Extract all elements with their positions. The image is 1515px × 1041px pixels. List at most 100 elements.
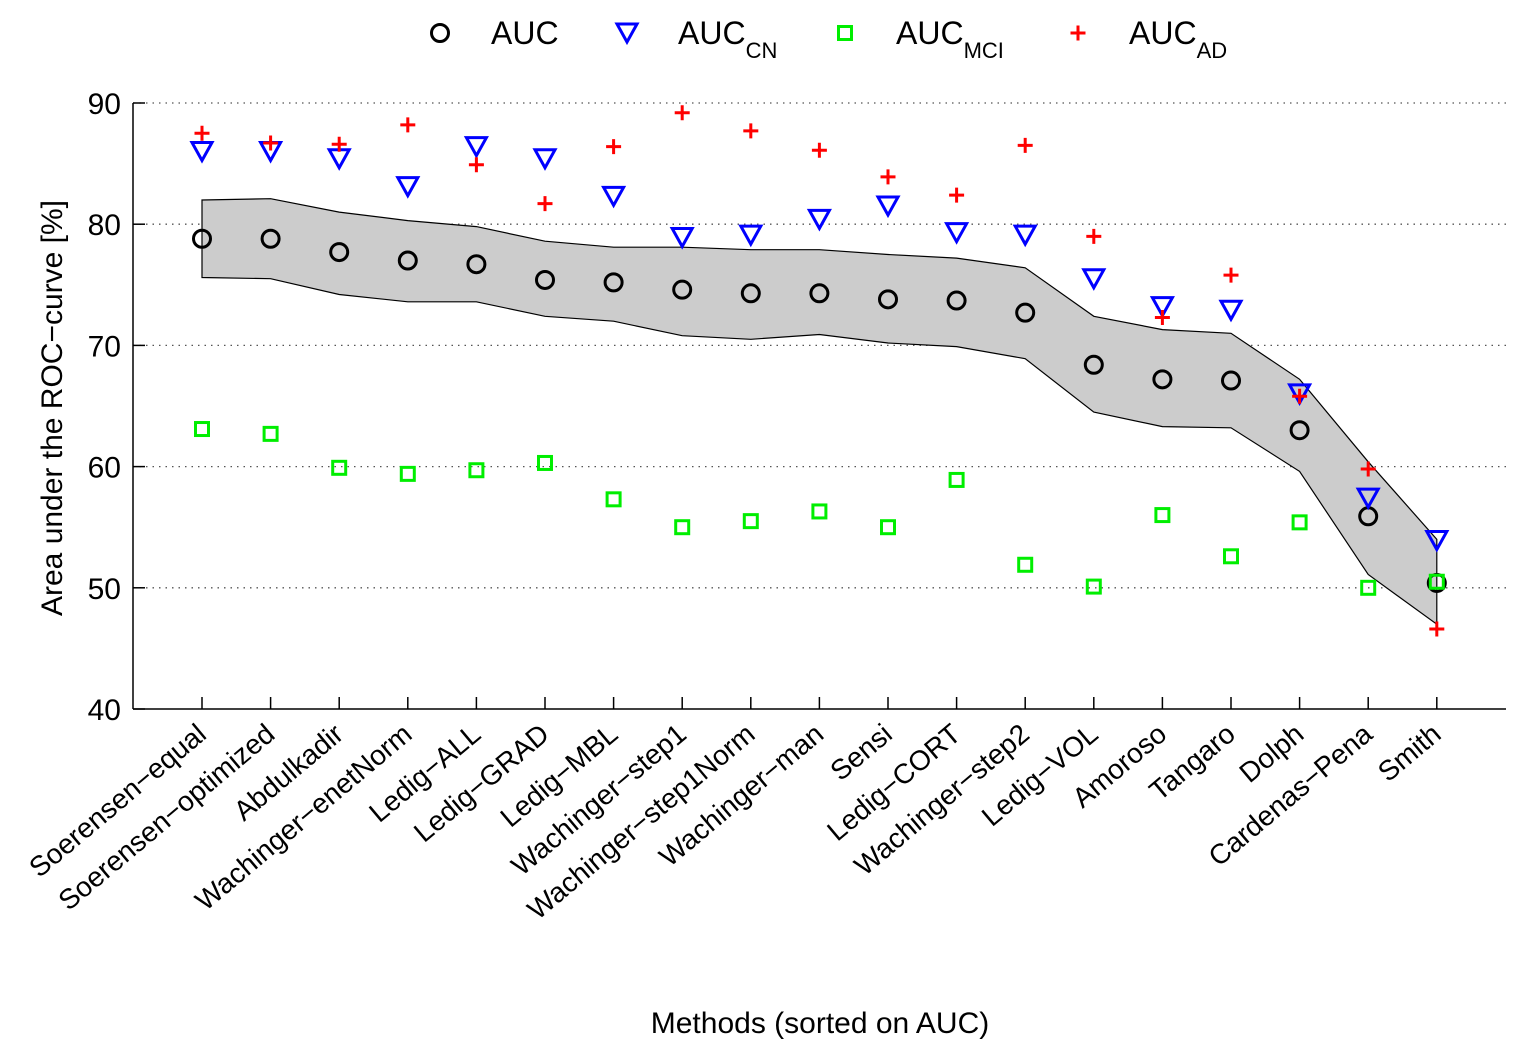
data-point <box>400 117 416 133</box>
data-point <box>1355 487 1381 511</box>
data-point <box>1289 420 1310 441</box>
x-axis-title: Methods (sorted on AUC) <box>651 1007 989 1040</box>
data-point <box>603 272 624 293</box>
data-point <box>949 187 965 203</box>
data-point <box>463 136 489 159</box>
data-point <box>809 283 830 304</box>
data-point <box>192 228 212 249</box>
data-point <box>1218 299 1244 323</box>
data-point <box>1017 137 1033 153</box>
x-tick-label: Smith <box>1372 718 1447 788</box>
data-point <box>601 185 627 209</box>
legend-marker <box>837 25 853 41</box>
data-point <box>672 279 693 300</box>
data-point <box>532 148 558 171</box>
data-point <box>326 148 352 171</box>
data-point <box>1360 461 1376 477</box>
legend-label: AUCMCI <box>896 15 1004 63</box>
data-point <box>1291 514 1308 531</box>
data-point <box>331 136 347 152</box>
data-point <box>1017 556 1034 573</box>
data-point <box>944 222 970 245</box>
data-point <box>1085 578 1102 595</box>
data-point <box>605 491 622 508</box>
data-point <box>1429 621 1445 637</box>
legend-marker <box>614 22 640 46</box>
y-tick-label: 70 <box>88 330 121 363</box>
data-point <box>946 290 967 311</box>
data-point <box>329 242 350 263</box>
data-point <box>674 519 691 536</box>
y-axis-title: Area under the ROC−curve [%] <box>36 200 69 616</box>
legend-item: AUCCN <box>614 15 777 63</box>
data-point <box>742 513 759 530</box>
legend-marker <box>1070 25 1086 41</box>
data-point <box>811 142 827 158</box>
data-point <box>1086 228 1102 244</box>
legend-marker <box>430 23 450 43</box>
series-auc-mci <box>194 421 1445 596</box>
confidence-band <box>201 198 1438 626</box>
y-tick-label: 60 <box>88 452 121 485</box>
series-auc <box>192 228 1447 593</box>
data-point <box>1223 267 1239 283</box>
data-point <box>397 250 418 271</box>
data-point <box>395 176 421 199</box>
data-point <box>537 454 553 471</box>
legend-item: AUCMCI <box>837 15 1004 63</box>
data-point <box>263 135 279 151</box>
series-auc-ad <box>194 105 1445 637</box>
data-point <box>399 465 416 482</box>
data-point <box>1287 383 1313 406</box>
data-point <box>738 224 764 248</box>
confidence-band-area <box>201 198 1438 626</box>
data-point <box>1012 224 1038 248</box>
data-point <box>262 425 279 442</box>
data-point <box>535 269 555 290</box>
y-tick-label: 50 <box>88 573 121 606</box>
data-point <box>468 157 484 173</box>
legend-label: AUCAD <box>1129 15 1227 63</box>
series-auc-cn <box>189 136 1450 553</box>
data-point <box>806 208 832 232</box>
data-point <box>1152 369 1173 390</box>
legend-label: AUC <box>491 15 559 51</box>
y-tick-label: 40 <box>88 694 121 727</box>
data-point <box>669 227 695 250</box>
data-point <box>743 123 759 139</box>
data-point <box>1360 579 1377 596</box>
data-point <box>948 471 965 488</box>
data-markers <box>189 105 1450 637</box>
data-point <box>466 254 487 275</box>
data-point <box>1154 310 1170 326</box>
data-point <box>1292 388 1308 404</box>
data-point <box>194 421 210 438</box>
data-point <box>878 289 898 310</box>
data-point <box>468 462 485 479</box>
data-point <box>537 196 553 212</box>
y-tick-label: 90 <box>88 88 121 121</box>
data-point <box>194 125 210 141</box>
data-point <box>740 283 761 304</box>
legend-item: AUC <box>430 15 559 51</box>
data-point <box>1081 268 1107 291</box>
data-point <box>606 139 622 155</box>
data-point <box>1223 548 1239 565</box>
data-point <box>331 459 348 476</box>
data-point <box>1221 370 1241 391</box>
legend: AUC AUCCN AUCMCI AUCAD <box>430 15 1227 63</box>
data-point <box>1154 507 1171 524</box>
data-point <box>1428 573 1445 590</box>
data-point <box>1149 296 1175 319</box>
data-point <box>811 503 828 520</box>
data-point <box>1424 530 1450 553</box>
data-point <box>674 105 690 121</box>
data-point <box>875 195 901 219</box>
data-point <box>880 169 896 185</box>
y-tick-label: 80 <box>88 209 121 242</box>
data-point <box>1083 354 1104 375</box>
legend-label: AUCCN <box>678 15 777 63</box>
data-point <box>880 519 896 536</box>
data-point <box>260 228 281 249</box>
